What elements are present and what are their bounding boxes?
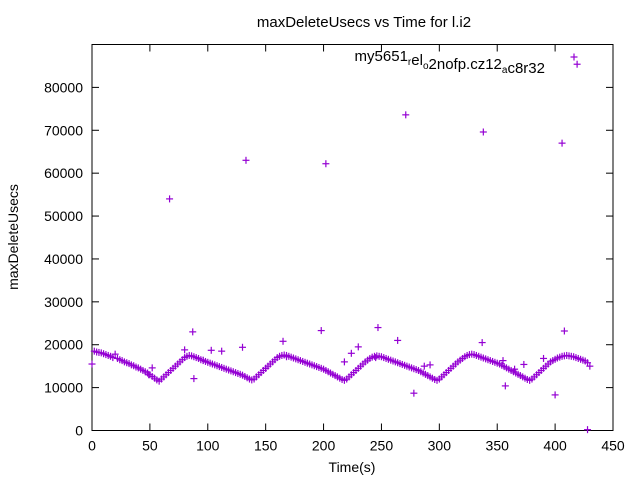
x-tick-label: 100 [196, 438, 220, 454]
x-tick-label: 450 [601, 438, 625, 454]
legend-text-part: 8r32 [515, 60, 545, 77]
data-point [279, 337, 287, 345]
data-point [540, 354, 548, 362]
legend-subscript: a [502, 65, 508, 76]
y-tick-label: 40000 [44, 251, 83, 267]
x-tick-label: 50 [142, 438, 158, 454]
data-point [410, 389, 418, 397]
x-tick-label: 150 [254, 438, 278, 454]
data-point [181, 346, 189, 354]
data-points [88, 60, 594, 434]
legend-text-part: 2nofp.cz12 [429, 56, 502, 73]
data-point [317, 327, 325, 335]
data-point [207, 346, 215, 354]
data-point [499, 357, 507, 365]
x-tick-label: 350 [486, 438, 510, 454]
legend-subscript: r [408, 57, 412, 68]
y-tick-label: 80000 [44, 79, 83, 95]
y-tick-label: 60000 [44, 165, 83, 181]
data-point [148, 364, 156, 372]
data-point [347, 349, 355, 357]
legend-subscript: o [423, 61, 429, 72]
data-point [190, 375, 198, 383]
legend-label: my5651relo2nofp.cz12ac8r32 [355, 48, 545, 77]
data-point [511, 365, 519, 373]
data-point [573, 60, 581, 68]
data-point [283, 353, 291, 361]
data-point [354, 343, 362, 351]
data-point [420, 362, 428, 370]
legend-text-part: el [411, 52, 423, 69]
data-point [218, 347, 226, 355]
legend-text-part: my5651 [355, 48, 408, 65]
x-tick-label: 300 [428, 438, 452, 454]
data-point [239, 343, 247, 351]
chart-title: maxDeleteUsecs vs Time for l.i2 [257, 14, 471, 31]
y-tick-label: 30000 [44, 294, 83, 310]
data-point [145, 371, 153, 379]
legend-plus-marker [570, 53, 578, 61]
data-point [394, 336, 402, 344]
data-point [520, 360, 528, 368]
y-tick-label: 20000 [44, 337, 83, 353]
legend: my5651relo2nofp.cz12ac8r32 [355, 48, 578, 77]
x-tick-label: 200 [312, 438, 336, 454]
data-point [560, 327, 568, 335]
y-tick-label: 10000 [44, 380, 83, 396]
legend-text-part: c [507, 60, 515, 77]
x-tick-label: 0 [88, 438, 96, 454]
data-point [586, 362, 594, 370]
data-point [340, 358, 348, 366]
x-axis: 0 50 100 150 200 250 300 350 400 450 [88, 44, 625, 454]
x-axis-label: Time(s) [329, 459, 376, 475]
data-point [199, 356, 207, 364]
x-tick-label: 250 [370, 438, 394, 454]
data-point [262, 364, 270, 372]
y-tick-label: 50000 [44, 208, 83, 224]
data-point [478, 339, 486, 347]
data-point [479, 128, 487, 136]
data-point [242, 156, 250, 164]
y-tick-label: 70000 [44, 122, 83, 138]
data-point [551, 391, 559, 399]
y-tick-label: 0 [75, 423, 83, 439]
data-point [372, 354, 380, 362]
data-point [558, 139, 566, 147]
data-point [426, 361, 434, 369]
y-axis: 0 10000 20000 30000 40000 50000 60000 70000 8000… [44, 79, 613, 439]
data-point [501, 382, 509, 390]
data-point [374, 324, 382, 332]
data-point [322, 160, 330, 168]
data-point [402, 111, 410, 119]
plot-frame [91, 44, 614, 431]
data-point [584, 426, 592, 434]
data-point [111, 350, 119, 358]
y-axis-label: maxDeleteUsecs [5, 184, 21, 290]
legend-marker [570, 53, 578, 61]
data-point [88, 360, 96, 368]
data-point [166, 195, 174, 203]
data-point [189, 328, 197, 336]
x-tick-label: 400 [543, 438, 567, 454]
